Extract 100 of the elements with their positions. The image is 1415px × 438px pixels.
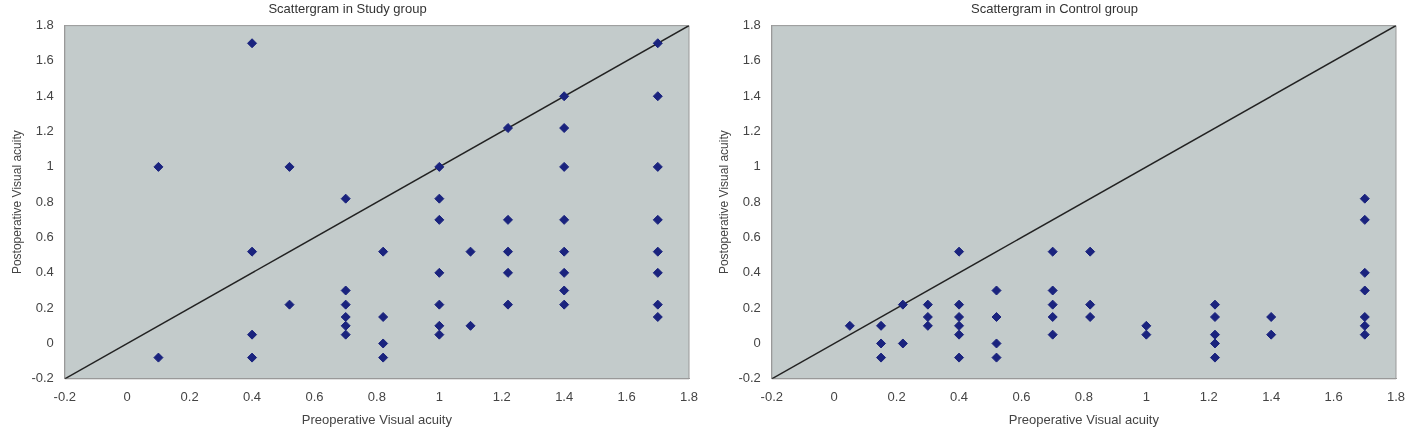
point [1209, 299, 1220, 310]
y-tick-label: 1 [753, 158, 761, 174]
y-tick-label: 1.2 [35, 123, 54, 139]
point [434, 329, 445, 340]
x-axis-title: Preoperative Visual acuity [301, 411, 453, 427]
point [844, 320, 855, 331]
point [340, 285, 351, 296]
y-tick-label: 0 [753, 335, 761, 351]
point [652, 38, 663, 49]
point [1141, 320, 1152, 331]
point [991, 338, 1002, 349]
point [897, 338, 908, 349]
point [991, 352, 1002, 363]
point [991, 311, 1002, 322]
point [284, 299, 295, 310]
point [502, 299, 513, 310]
point [954, 352, 965, 363]
point [465, 320, 476, 331]
point [153, 161, 164, 172]
y-tick-label: 0 [46, 335, 54, 351]
point [1085, 299, 1096, 310]
point [652, 91, 663, 102]
y-tick-label: 0.2 [742, 299, 761, 315]
point [559, 246, 570, 257]
point [340, 329, 351, 340]
point [559, 214, 570, 225]
point [1359, 267, 1370, 278]
point [954, 246, 965, 257]
y-tick-label: 1.4 [35, 87, 54, 103]
point [247, 246, 258, 257]
point [378, 246, 389, 257]
x-tick-label: 1 [1142, 389, 1150, 405]
point [922, 311, 933, 322]
point [1359, 329, 1370, 340]
point [1085, 311, 1096, 322]
y-tick-label: -0.2 [738, 370, 761, 386]
point [652, 299, 663, 310]
point [559, 91, 570, 102]
x-tick-label: 1.2 [1199, 389, 1218, 405]
x-tick-label: 1.4 [555, 389, 574, 405]
point [876, 352, 887, 363]
y-tick-label: 1.6 [35, 52, 54, 68]
point [247, 38, 258, 49]
point [1047, 329, 1058, 340]
point [1359, 311, 1370, 322]
point [559, 123, 570, 134]
point [502, 267, 513, 278]
y-tick-label: -0.2 [31, 370, 54, 386]
y-tick-label: 0.4 [742, 264, 761, 280]
x-tick-label: 0.6 [1012, 389, 1031, 405]
point [1047, 299, 1058, 310]
y-tick-label: 1.4 [742, 87, 761, 103]
point [1047, 246, 1058, 257]
point [434, 193, 445, 204]
x-tick-label: 1.8 [1386, 389, 1406, 405]
point [876, 320, 887, 331]
point [922, 299, 933, 310]
point [652, 161, 663, 172]
point [340, 193, 351, 204]
point [876, 338, 887, 349]
point [559, 299, 570, 310]
point [1209, 311, 1220, 322]
y-tick-label: 0.8 [742, 193, 761, 209]
point [1209, 329, 1220, 340]
point [1359, 193, 1370, 204]
x-tick-label: 0.8 [1074, 389, 1093, 405]
point [434, 267, 445, 278]
x-tick-label: 1.6 [1324, 389, 1343, 405]
y-tick-label: 1.6 [742, 52, 761, 68]
x-tick-label: 0.8 [367, 389, 386, 405]
point [652, 214, 663, 225]
point [378, 352, 389, 363]
point [559, 161, 570, 172]
point [502, 214, 513, 225]
point [954, 311, 965, 322]
point [378, 338, 389, 349]
point [1359, 214, 1370, 225]
y-axis-title: Postoperative Visual acuity [716, 130, 731, 275]
x-tick-label: 1.4 [1262, 389, 1281, 405]
point [247, 352, 258, 363]
point [991, 285, 1002, 296]
point [434, 320, 445, 331]
y-tick-label: 0.6 [742, 229, 761, 245]
point [954, 299, 965, 310]
y-tick-label: 0.6 [35, 229, 54, 245]
point [1047, 285, 1058, 296]
point [954, 320, 965, 331]
y-tick-label: 1 [46, 158, 54, 174]
point [1047, 311, 1058, 322]
point [434, 299, 445, 310]
point [1359, 285, 1370, 296]
y-axis-title: Postoperative Visual acuity [9, 130, 24, 275]
point [1359, 320, 1370, 331]
x-tick-label: 1 [435, 389, 443, 405]
point [502, 246, 513, 257]
point [1209, 352, 1220, 363]
point [652, 267, 663, 278]
point [1266, 329, 1277, 340]
x-tick-label: 0.2 [180, 389, 199, 405]
x-tick-label: 0 [123, 389, 131, 405]
